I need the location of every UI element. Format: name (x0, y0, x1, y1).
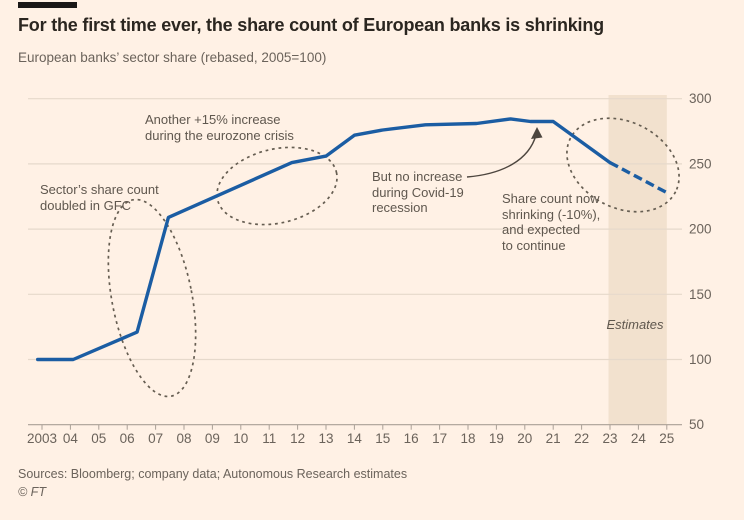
x-tick-label-2006: 06 (120, 431, 135, 446)
annotation-eurozone: Another +15% increase during the eurozon… (145, 112, 294, 143)
x-tick-label-2010: 10 (233, 431, 248, 446)
ft-top-bar (18, 2, 77, 8)
estimates-band (608, 95, 667, 425)
x-tick-label-2007: 07 (148, 431, 163, 446)
chart-title: For the first time ever, the share count… (18, 15, 604, 35)
y-tick-label-250: 250 (689, 156, 712, 171)
covid-arrow-head (531, 127, 543, 139)
copyright-note: © FT (18, 485, 46, 499)
x-tick-label-2017: 17 (432, 431, 447, 446)
annotation-ellipse-shrinking (566, 117, 680, 213)
x-tick-label-2023: 23 (602, 431, 617, 446)
x-tick-label-2012: 12 (290, 431, 305, 446)
x-tick-label-2014: 14 (347, 431, 363, 446)
x-tick-label-2021: 21 (546, 431, 561, 446)
annotation-covid: But no increase during Covid-19 recessio… (372, 169, 464, 215)
x-tick-label-2019: 19 (489, 431, 504, 446)
estimates-label: Estimates (606, 317, 664, 332)
x-tick-label-2025: 25 (659, 431, 674, 446)
chart-subtitle: European banks’ sector share (rebased, 2… (18, 50, 327, 65)
x-tick-label-2016: 16 (404, 431, 419, 446)
y-tick-label-150: 150 (689, 287, 712, 302)
x-tick-label-2009: 09 (205, 431, 220, 446)
x-tick-label-2008: 08 (176, 431, 191, 446)
x-tick-label-2020: 20 (517, 431, 532, 446)
x-tick-label-2018: 18 (460, 431, 475, 446)
x-tick-label-2015: 15 (375, 431, 390, 446)
x-tick-label-2022: 22 (574, 431, 589, 446)
x-tick-label-2013: 13 (318, 431, 333, 446)
x-tick-label-2005: 05 (91, 431, 106, 446)
x-tick-label-2011: 11 (262, 431, 276, 446)
y-tick-label-50: 50 (689, 417, 704, 432)
x-tick-label-2003: 2003 (27, 431, 57, 446)
y-tick-label-100: 100 (689, 352, 712, 367)
series-line-solid (36, 117, 612, 362)
annotation-ellipse-eurozone (216, 146, 338, 226)
sources-note: Sources: Bloomberg; company data; Autono… (18, 467, 408, 481)
y-tick-label-200: 200 (689, 222, 712, 237)
y-tick-label-300: 300 (689, 91, 712, 106)
x-tick-label-2024: 24 (631, 431, 647, 446)
annotation-gfc: Sector’s share count doubled in GFC (40, 182, 159, 213)
series-line-dashed-estimate (609, 161, 668, 195)
annotation-ellipse-gfc (107, 198, 197, 398)
annotation-shrinking: Share count now shrinking (-10%), and ex… (502, 191, 601, 253)
x-tick-label-2004: 04 (63, 431, 79, 446)
covid-arrow (466, 134, 537, 178)
